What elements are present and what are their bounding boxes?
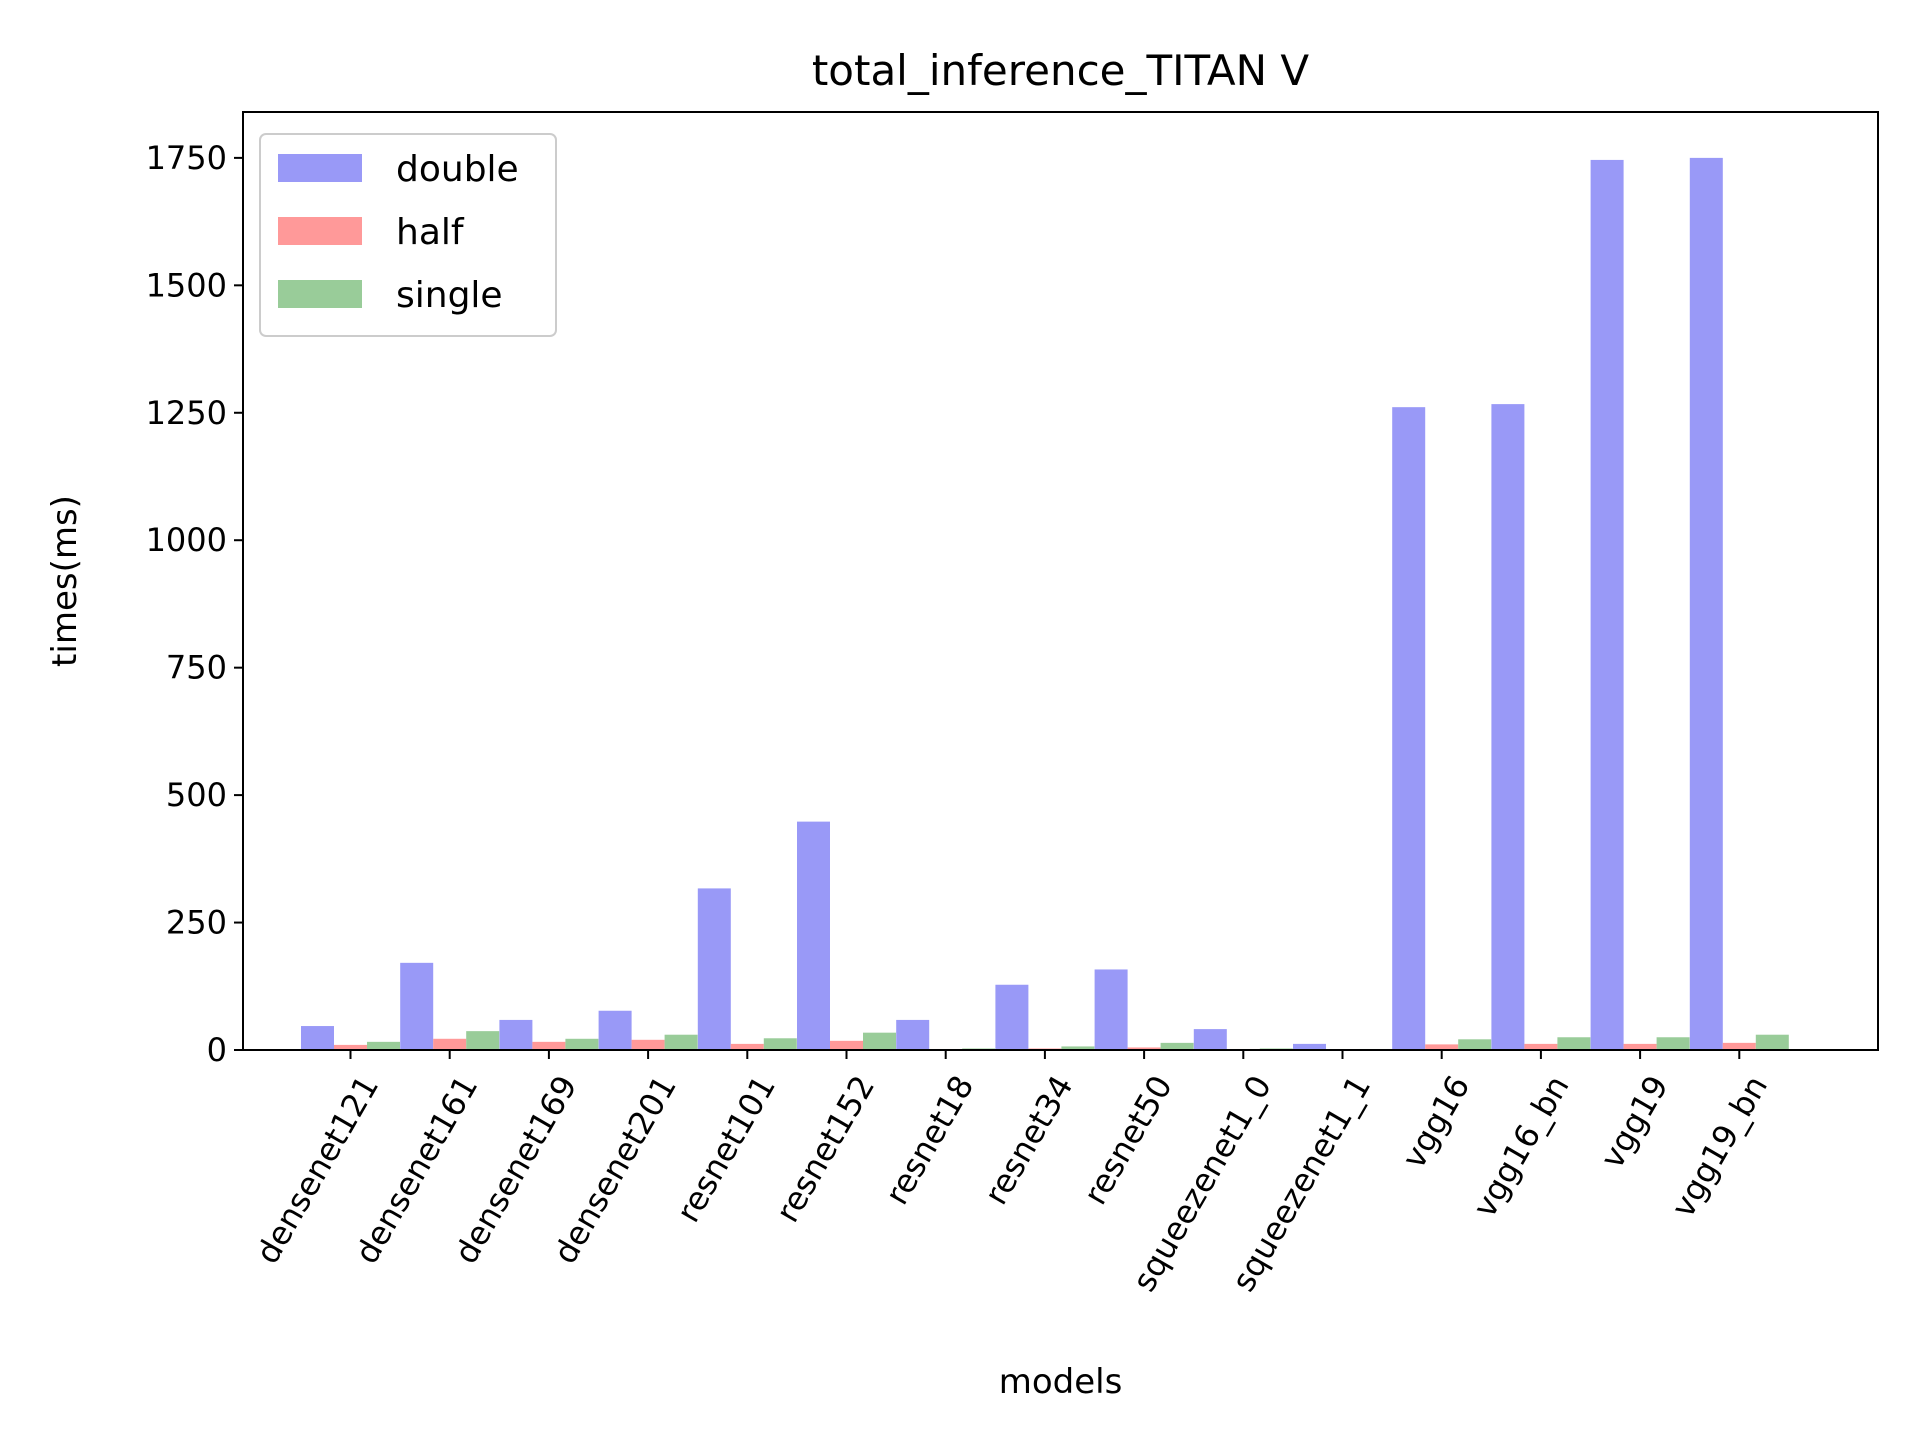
y-tick-label: 1750 [146, 139, 227, 177]
bar-double-vgg16 [1392, 407, 1426, 1050]
bar-double-resnet152 [797, 821, 830, 1050]
bar-single-vgg16_bn [1557, 1037, 1591, 1050]
x-tick-label: vgg16_bn [1465, 1069, 1576, 1224]
y-tick-label: 0 [207, 1031, 227, 1069]
bar-double-vgg19_bn [1689, 157, 1723, 1050]
bar-double-vgg16_bn [1491, 404, 1525, 1050]
bar-single-vgg19 [1656, 1037, 1690, 1050]
bar-single-vgg19_bn [1755, 1034, 1789, 1050]
bar-single-resnet101 [763, 1038, 797, 1050]
bar-single-vgg16 [1458, 1039, 1492, 1050]
bar-half-densenet169 [532, 1041, 566, 1050]
chart-title: total_inference_TITAN V [812, 46, 1310, 95]
x-tick-label: resnet18 [877, 1069, 981, 1211]
legend-swatch-half [278, 217, 362, 245]
x-tick-label: resnet152 [768, 1069, 882, 1229]
x-axis-label: models [999, 1362, 1123, 1402]
y-tick-label: 250 [166, 904, 227, 942]
x-tick-label: vgg19_bn [1664, 1069, 1775, 1224]
bar-half-resnet152 [830, 1040, 863, 1050]
legend-label-single: single [396, 275, 503, 316]
y-tick-label: 1250 [146, 394, 227, 432]
bar-double-resnet101 [697, 888, 731, 1050]
bar-half-vgg19 [1623, 1043, 1657, 1050]
y-axis: 0 250 500 750 1000 1250 1500 1750 [146, 139, 243, 1069]
bar-single-densenet201 [664, 1034, 698, 1050]
bar-single-densenet161 [466, 1031, 500, 1050]
bar-single-densenet169 [565, 1038, 599, 1050]
x-tick-label: resnet50 [1076, 1069, 1180, 1211]
bar-double-densenet201 [598, 1010, 632, 1050]
bar-double-densenet161 [400, 962, 434, 1050]
bar-half-resnet50 [1127, 1047, 1161, 1050]
y-tick-label: 1000 [146, 521, 227, 559]
bar-half-densenet201 [631, 1039, 665, 1050]
bars-layer [301, 157, 1789, 1051]
bar-single-densenet121 [367, 1041, 400, 1050]
legend: double half single [259, 133, 557, 337]
bar-double-resnet34 [995, 984, 1029, 1050]
plot-frame [242, 111, 1879, 1051]
x-tick-label: resnet34 [977, 1069, 1081, 1211]
bar-half-densenet121 [334, 1044, 367, 1050]
bar-double-squeezenet1_0 [1193, 1029, 1227, 1050]
x-axis: densenet121densenet161densenet169densene… [248, 1050, 1775, 1298]
bar-double-densenet121 [301, 1026, 334, 1050]
bar-half-vgg16 [1425, 1044, 1459, 1050]
legend-swatch-single [278, 280, 362, 308]
y-tick-label: 1500 [146, 266, 227, 304]
bar-double-squeezenet1_1 [1293, 1043, 1326, 1050]
y-tick-label: 750 [166, 649, 227, 687]
bar-double-resnet50 [1094, 969, 1128, 1050]
bar-half-densenet161 [433, 1038, 467, 1050]
bar-half-vgg19_bn [1722, 1042, 1756, 1050]
legend-label-half: half [396, 212, 465, 253]
bar-single-resnet50 [1160, 1042, 1194, 1050]
bar-half-resnet101 [730, 1043, 764, 1050]
legend-swatch-double [278, 154, 362, 182]
bar-single-resnet152 [863, 1032, 896, 1050]
bar-double-vgg19 [1590, 159, 1624, 1051]
legend-label-double: double [396, 149, 519, 190]
bar-single-resnet34 [1061, 1046, 1095, 1050]
x-tick-label: vgg16 [1394, 1069, 1477, 1175]
bar-double-resnet18 [896, 1019, 930, 1050]
x-tick-label: resnet101 [669, 1069, 783, 1229]
y-tick-label: 500 [166, 776, 227, 814]
y-axis-label: times(ms) [45, 495, 85, 667]
bar-double-densenet169 [499, 1019, 533, 1050]
bar-half-vgg16_bn [1524, 1043, 1558, 1050]
x-tick-label: vgg19 [1593, 1069, 1676, 1175]
